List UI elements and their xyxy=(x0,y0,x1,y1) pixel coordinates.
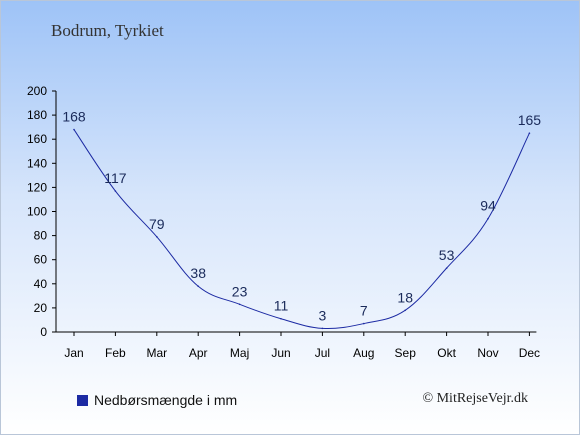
data-label: 165 xyxy=(518,112,542,128)
data-label: 3 xyxy=(319,307,327,323)
data-point xyxy=(238,303,241,306)
y-tick-label: 200 xyxy=(27,84,47,98)
credit-text: © MitRejseVejr.dk xyxy=(422,391,528,406)
x-tick-label: Jan xyxy=(64,346,83,360)
y-tick-label: 140 xyxy=(27,156,47,170)
y-tick-label: 20 xyxy=(34,301,48,315)
data-label: 23 xyxy=(232,283,248,299)
x-tick-label: Jul xyxy=(315,346,330,360)
data-label: 94 xyxy=(480,198,496,214)
legend-label: Nedbørsmængde i mm xyxy=(94,392,238,408)
data-label: 117 xyxy=(104,170,127,186)
x-tick-label: Mar xyxy=(146,346,167,360)
data-label: 168 xyxy=(62,109,86,125)
data-point xyxy=(73,128,75,131)
data-point xyxy=(280,317,282,320)
data-label: 79 xyxy=(149,216,165,232)
x-tick-label: Nov xyxy=(477,346,498,360)
data-point xyxy=(445,267,448,269)
data-point xyxy=(404,309,407,312)
x-tick-label: Aug xyxy=(353,346,374,360)
data-label: 18 xyxy=(397,289,413,305)
y-tick-label: 100 xyxy=(27,205,47,219)
y-tick-label: 0 xyxy=(40,325,47,339)
x-tick-label: Maj xyxy=(230,346,249,360)
x-tick-label: Jun xyxy=(271,346,290,360)
data-point xyxy=(363,322,365,325)
x-tick-label: Okt xyxy=(437,346,456,360)
y-tick-label: 160 xyxy=(27,132,47,146)
data-point xyxy=(321,327,324,330)
data-label: 11 xyxy=(274,298,289,314)
data-point xyxy=(156,236,158,238)
y-tick-label: 80 xyxy=(34,229,48,243)
legend-swatch xyxy=(77,394,88,406)
data-point xyxy=(114,190,117,192)
data-label: 38 xyxy=(190,265,206,281)
series-line xyxy=(73,129,530,330)
data-label: 53 xyxy=(439,247,455,263)
x-tick-label: Dec xyxy=(519,346,540,360)
y-tick-label: 120 xyxy=(27,180,47,194)
chart-title: Bodrum, Tyrkiet xyxy=(51,21,164,40)
data-point xyxy=(487,217,489,220)
x-tick-label: Feb xyxy=(105,346,126,360)
legend: Nedbørsmængde i mm xyxy=(77,392,237,408)
data-point xyxy=(197,285,199,288)
data-point xyxy=(528,132,531,134)
y-tick-label: 40 xyxy=(34,277,48,291)
x-tick-label: Apr xyxy=(189,346,208,360)
data-label: 7 xyxy=(360,303,368,319)
y-tick-label: 60 xyxy=(34,253,48,267)
x-tick-label: Sep xyxy=(395,346,417,360)
y-tick-label: 180 xyxy=(27,108,47,122)
